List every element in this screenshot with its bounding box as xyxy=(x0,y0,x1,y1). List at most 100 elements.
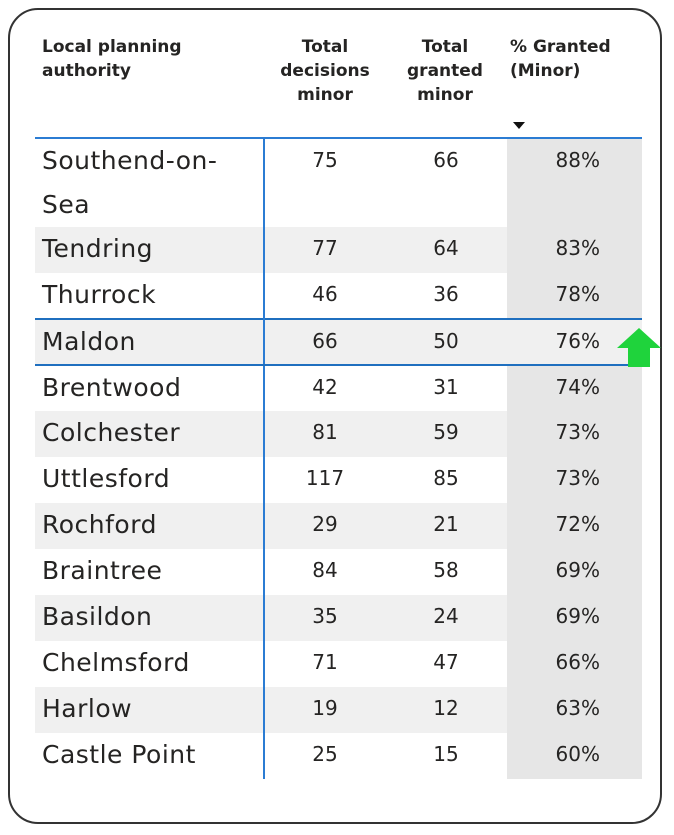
table-cell: 35 xyxy=(264,595,385,641)
table-row[interactable]: Braintree 84 58 69% xyxy=(35,549,642,595)
table-cell: 77 xyxy=(264,227,385,273)
table-cell: 63% xyxy=(507,687,642,733)
cell-text: 59 xyxy=(433,420,459,444)
cell-text: 35 xyxy=(312,604,338,628)
table-cell: 60% xyxy=(507,733,642,779)
cell-text: 117 xyxy=(305,466,345,490)
cell-text: 64 xyxy=(433,236,459,260)
cell-text: 84 xyxy=(312,558,338,582)
table-row[interactable]: Basildon 35 24 69% xyxy=(35,595,642,641)
table-cell: 88% xyxy=(507,138,642,227)
column-header[interactable]: % Granted (Minor) xyxy=(510,37,611,81)
cell-text: 75 xyxy=(312,148,338,172)
cell-text: 81 xyxy=(312,420,338,444)
cell-text: Colchester xyxy=(42,418,181,447)
table-cell: 72% xyxy=(507,503,642,549)
cell-text: Brentwood xyxy=(42,373,182,402)
cell-text: 50 xyxy=(433,329,459,353)
cell-text: 73% xyxy=(555,420,600,444)
table-cell: 64 xyxy=(385,227,507,273)
cell-text: 31 xyxy=(433,375,459,399)
table-cell: Rochford xyxy=(35,503,265,549)
table-cell: Castle Point xyxy=(35,733,265,779)
cell-text: 12 xyxy=(433,696,459,720)
cell-text: 24 xyxy=(433,604,459,628)
cell-text: 19 xyxy=(312,696,338,720)
table-cell: 83% xyxy=(507,227,642,273)
table-cell: 19 xyxy=(264,687,385,733)
table-row[interactable]: Southend-on-Sea 75 66 88% xyxy=(35,138,642,227)
cell-text: 85 xyxy=(433,466,459,490)
cell-text: 46 xyxy=(312,282,338,306)
cell-text: 36 xyxy=(433,282,459,306)
table-cell: 84 xyxy=(264,549,385,595)
cell-text: 66% xyxy=(555,650,600,674)
table-row[interactable]: Maldon 66 50 76% xyxy=(35,318,642,366)
sort-indicator xyxy=(513,122,525,129)
cell-text: Castle Point xyxy=(42,740,196,769)
table-cell: Southend-on-Sea xyxy=(35,138,265,227)
table-row[interactable]: Harlow 19 12 63% xyxy=(35,687,642,733)
table-cell: 66% xyxy=(507,641,642,687)
table-cell: 74% xyxy=(507,365,642,411)
cell-text: 42 xyxy=(312,375,338,399)
table-row[interactable]: Castle Point 25 15 60% xyxy=(35,733,642,779)
table-row[interactable]: Rochford 29 21 72% xyxy=(35,503,642,549)
cell-text: 77 xyxy=(312,236,338,260)
cell-text: 74% xyxy=(555,375,600,399)
cell-text: Maldon xyxy=(42,327,136,356)
table-cell: Braintree xyxy=(35,549,265,595)
table-cell: Chelmsford xyxy=(35,641,265,687)
cell-text: Thurrock xyxy=(42,280,157,309)
table-row[interactable]: Chelmsford 71 47 66% xyxy=(35,641,642,687)
table-cell: Brentwood xyxy=(35,365,265,411)
card-frame xyxy=(8,8,662,824)
table-cell: Thurrock xyxy=(35,273,265,319)
table-cell: 12 xyxy=(385,687,507,733)
column-header: Total decisions minor xyxy=(280,37,370,105)
cell-text: 47 xyxy=(433,650,459,674)
cell-text: 66 xyxy=(433,148,459,172)
cell-text: 83% xyxy=(555,236,600,260)
table-cell: 71 xyxy=(264,641,385,687)
table-row[interactable]: Thurrock 46 36 78% xyxy=(35,273,642,319)
cell-text: Uttlesford xyxy=(42,464,171,493)
table-cell: 42 xyxy=(264,365,385,411)
cell-text: 73% xyxy=(555,466,600,490)
cell-text: 63% xyxy=(555,696,600,720)
cell-text: Tendring xyxy=(42,234,154,263)
column-header: Local planning authority xyxy=(42,37,182,81)
table-cell: 73% xyxy=(507,411,642,457)
cell-text: Harlow xyxy=(42,694,133,723)
cell-text: 29 xyxy=(312,512,338,536)
cell-text: 15 xyxy=(433,742,459,766)
table-cell: 36 xyxy=(385,273,507,319)
table-cell: 25 xyxy=(264,733,385,779)
table-row[interactable]: Tendring 77 64 83% xyxy=(35,227,642,273)
table-row[interactable]: Uttlesford 117 85 73% xyxy=(35,457,642,503)
cell-text: 69% xyxy=(555,604,600,628)
data-table: Southend-on-Sea 75 66 88% Tendring 77 64 83% Thu… xyxy=(35,137,642,779)
cell-text: Braintree xyxy=(42,556,163,585)
table-cell: 85 xyxy=(385,457,507,503)
cell-text: Chelmsford xyxy=(42,648,190,677)
table-row[interactable]: Colchester 81 59 73% xyxy=(35,411,642,457)
table-cell: 69% xyxy=(507,549,642,595)
up-arrow-icon xyxy=(617,328,661,367)
table-cell: 58 xyxy=(385,549,507,595)
table-cell: 69% xyxy=(507,595,642,641)
table-cell: 21 xyxy=(385,503,507,549)
cell-text: 25 xyxy=(312,742,338,766)
cell-text: 88% xyxy=(555,148,600,172)
cell-text: Rochford xyxy=(42,510,157,539)
table-cell: 29 xyxy=(264,503,385,549)
cell-text: 76% xyxy=(555,329,600,353)
table-cell: 76% xyxy=(507,318,642,366)
table-cell: Tendring xyxy=(35,227,265,273)
table-cell: 66 xyxy=(385,138,507,227)
table-cell: 81 xyxy=(264,411,385,457)
cell-text: 60% xyxy=(555,742,600,766)
table-cell: 24 xyxy=(385,595,507,641)
table-cell: Maldon xyxy=(35,318,265,366)
table-row[interactable]: Brentwood 42 31 74% xyxy=(35,365,642,411)
